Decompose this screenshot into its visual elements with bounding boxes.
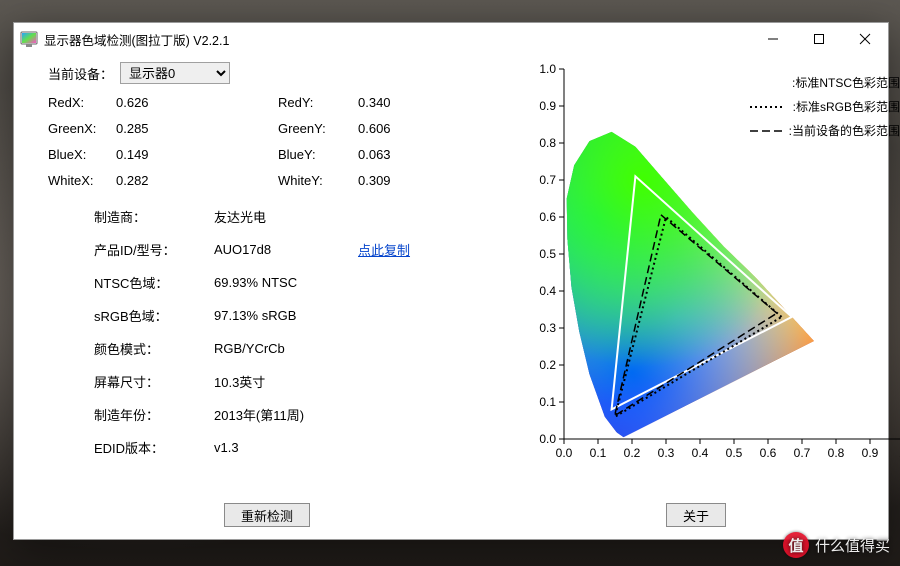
svg-text:0.3: 0.3: [658, 446, 675, 460]
value-product: AUO17d8: [214, 242, 354, 257]
svg-text:0.2: 0.2: [624, 446, 641, 460]
info-grid: 制造商： 友达光电 产品ID/型号： AUO17d8 点此复制 NTSC色域： …: [94, 207, 502, 457]
device-label: 当前设备：: [48, 64, 120, 83]
label-redy: RedY:: [278, 95, 358, 113]
svg-text:0.9: 0.9: [539, 99, 556, 113]
value-colormode: RGB/YCrCb: [214, 341, 354, 356]
label-bluex: BlueX:: [48, 147, 116, 165]
maximize-button[interactable]: [796, 23, 842, 55]
value-greeny: 0.606: [358, 121, 430, 139]
value-edid: v1.3: [214, 440, 354, 455]
label-whitey: WhiteY:: [278, 173, 358, 191]
svg-text:0.4: 0.4: [539, 284, 556, 298]
svg-text:0.6: 0.6: [760, 446, 777, 460]
value-whitey: 0.309: [358, 173, 430, 191]
value-year: 2013年(第11周): [214, 405, 354, 424]
svg-text:0.5: 0.5: [539, 247, 556, 261]
svg-text:0.1: 0.1: [539, 395, 556, 409]
label-whitex: WhiteX:: [48, 173, 116, 191]
app-window: 显示器色域检测(图拉丁版) V2.2.1 当前设备： 显示器0: [13, 22, 889, 540]
left-button-bar: 重新检测: [22, 503, 512, 527]
value-greenx: 0.285: [116, 121, 204, 139]
svg-text:0.0: 0.0: [556, 446, 573, 460]
gamut-chart: 0.00.10.20.30.40.50.60.70.80.91.0.00.10.…: [516, 57, 900, 487]
label-ntsc: NTSC色域：: [94, 273, 214, 292]
svg-text:0.7: 0.7: [539, 173, 556, 187]
value-ntsc: 69.93% NTSC: [214, 275, 354, 290]
label-product: 产品ID/型号：: [94, 240, 214, 259]
label-colormode: 颜色模式：: [94, 339, 214, 358]
app-icon: [20, 30, 38, 48]
right-button-bar: 关于: [512, 503, 880, 527]
value-redx: 0.626: [116, 95, 204, 113]
svg-text:0.3: 0.3: [539, 321, 556, 335]
svg-text:0.0: 0.0: [539, 432, 556, 446]
coordinates-grid: RedX: 0.626 RedY: 0.340 GreenX: 0.285 Gr…: [48, 95, 502, 191]
label-greenx: GreenX:: [48, 121, 116, 139]
value-redy: 0.340: [358, 95, 430, 113]
copy-link[interactable]: 点此复制: [358, 243, 410, 258]
value-manufacturer: 友达光电: [214, 207, 354, 226]
watermark-text: 什么值得买: [815, 535, 890, 556]
svg-text::标准NTSC色彩范围: :标准NTSC色彩范围: [792, 76, 900, 90]
svg-text:0.8: 0.8: [539, 136, 556, 150]
label-size: 屏幕尺寸：: [94, 372, 214, 391]
about-button[interactable]: 关于: [666, 503, 726, 527]
svg-text:0.4: 0.4: [692, 446, 709, 460]
svg-text:0.7: 0.7: [794, 446, 811, 460]
label-greeny: GreenY:: [278, 121, 358, 139]
svg-text:0.5: 0.5: [726, 446, 743, 460]
value-bluey: 0.063: [358, 147, 430, 165]
svg-text:0.6: 0.6: [539, 210, 556, 224]
value-srgb: 97.13% sRGB: [214, 308, 354, 323]
value-whitex: 0.282: [116, 173, 204, 191]
svg-text::标准sRGB色彩范围: :标准sRGB色彩范围: [793, 100, 900, 114]
close-button[interactable]: [842, 23, 888, 55]
left-panel: 当前设备： 显示器0 RedX: 0.626 RedY: 0.340 Green…: [22, 57, 512, 531]
label-redx: RedX:: [48, 95, 116, 113]
content-area: 当前设备： 显示器0 RedX: 0.626 RedY: 0.340 Green…: [14, 55, 888, 539]
window-controls: [750, 23, 888, 55]
svg-text:0.9: 0.9: [862, 446, 879, 460]
svg-text:0.2: 0.2: [539, 358, 556, 372]
device-row: 当前设备： 显示器0: [48, 61, 502, 85]
label-srgb: sRGB色域：: [94, 306, 214, 325]
value-size: 10.3英寸: [214, 372, 354, 391]
svg-text:1.0: 1.0: [539, 62, 556, 76]
gamut-chart-svg: 0.00.10.20.30.40.50.60.70.80.91.0.00.10.…: [516, 57, 900, 487]
svg-text:0.1: 0.1: [590, 446, 607, 460]
label-manufacturer: 制造商：: [94, 207, 214, 226]
right-panel: 0.00.10.20.30.40.50.60.70.80.91.0.00.10.…: [512, 57, 880, 531]
label-bluey: BlueY:: [278, 147, 358, 165]
watermark: 值 什么值得买: [783, 532, 890, 558]
redetect-button[interactable]: 重新检测: [224, 503, 310, 527]
label-edid: EDID版本：: [94, 438, 214, 457]
svg-text:0.8: 0.8: [828, 446, 845, 460]
label-year: 制造年份：: [94, 405, 214, 424]
titlebar: 显示器色域检测(图拉丁版) V2.2.1: [14, 23, 888, 55]
value-bluex: 0.149: [116, 147, 204, 165]
svg-text::当前设备的色彩范围: :当前设备的色彩范围: [789, 123, 900, 138]
device-select[interactable]: 显示器0: [120, 62, 230, 84]
minimize-button[interactable]: [750, 23, 796, 55]
watermark-logo: 值: [783, 532, 809, 558]
window-title: 显示器色域检测(图拉丁版) V2.2.1: [44, 30, 750, 49]
